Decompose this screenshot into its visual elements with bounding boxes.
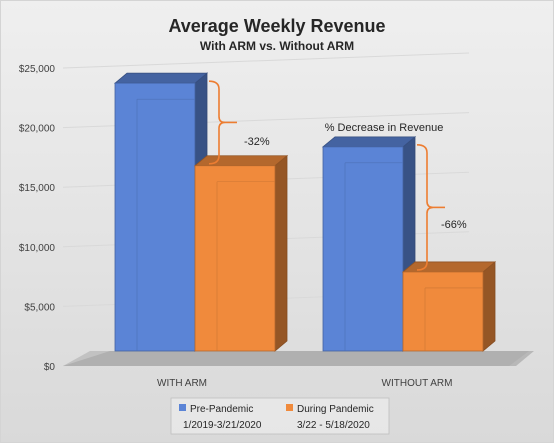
annotation-with-arm: -32% [244, 136, 270, 148]
legend-label-during-pandemic: During Pandemic [297, 404, 374, 415]
category-label-without-arm: WITHOUT ARM [382, 378, 453, 389]
floor-shadow [63, 351, 529, 366]
legend-sublabel-pre-pandemic: 1/2019-3/21/2020 [183, 420, 262, 431]
y-tick-label: $10,000 [19, 243, 56, 254]
legend-label-pre-pandemic: Pre-Pandemic [190, 404, 253, 415]
legend-swatch-during-pandemic [286, 404, 293, 411]
y-tick-label: $20,000 [19, 124, 56, 135]
chart-title: Average Weekly Revenue [168, 16, 385, 36]
bar-during-pandemic-with-arm [193, 154, 289, 352]
annotation-header: % Decrease in Revenue [325, 122, 444, 134]
bar-pre-pandemic-without-arm [321, 136, 417, 352]
legend-sublabel-during-pandemic: 3/22 - 5/18/2020 [297, 420, 370, 431]
y-tick-label: $25,000 [19, 64, 56, 75]
y-tick-label: $0 [44, 362, 56, 373]
bars [113, 72, 497, 352]
chart-floor [63, 351, 534, 366]
annotation-without-arm: -66% [441, 219, 467, 231]
gridline [62, 52, 470, 69]
legend: Pre-Pandemic 1/2019-3/21/2020 During Pan… [170, 397, 390, 435]
chart-subtitle: With ARM vs. Without ARM [200, 39, 354, 53]
bracket-without-arm [416, 144, 434, 271]
annotations [208, 80, 445, 271]
bar-pre-pandemic-with-arm [113, 72, 209, 352]
y-tick-label: $5,000 [24, 302, 55, 313]
y-tick-label: $15,000 [19, 183, 56, 194]
category-label-with-arm: WITH ARM [157, 378, 207, 389]
legend-swatch-pre-pandemic [179, 404, 186, 411]
bar-during-pandemic-without-arm [401, 261, 497, 352]
legend-box [170, 397, 390, 435]
